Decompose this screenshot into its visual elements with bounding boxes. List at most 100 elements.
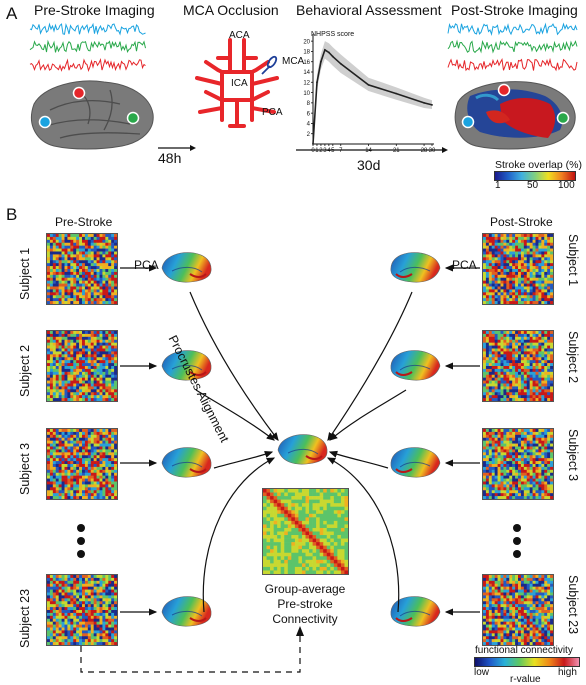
pre-stroke-brain-image	[31, 80, 154, 150]
right-embedding-brain-3	[390, 447, 441, 478]
green-roi-dot	[126, 111, 140, 125]
x-tick-label: 2	[319, 148, 323, 154]
x-tick-label: 4	[327, 148, 331, 154]
panel-a-letter: A	[6, 4, 18, 23]
right-subject-2-label: Subject 2	[566, 331, 580, 384]
x-tick-label: 30	[429, 148, 436, 154]
group-average-matrix	[262, 488, 349, 575]
fc-legend-low: low	[474, 667, 490, 678]
post-stroke-matrix-subject-2	[482, 330, 554, 402]
y-tick-label: 2	[307, 132, 311, 138]
left-subject-3-label: Subject 3	[18, 442, 32, 495]
left-embedding-brain-3	[161, 447, 212, 478]
left-subject-23-label: Subject 23	[18, 588, 32, 648]
post-green-roi-dot	[556, 111, 570, 125]
stroke-overlap-mid: 50	[527, 180, 539, 191]
nhpss-point	[423, 101, 425, 104]
behavioral-assessment-title: Behavioral Assessment	[296, 2, 442, 18]
post-stroke-matrix-subject-23	[482, 574, 554, 646]
trace-green-post	[447, 39, 578, 54]
48h-label: 48h	[158, 150, 182, 166]
trace-blue-pre	[29, 22, 146, 36]
left-subject-1-label: Subject 1	[18, 247, 32, 300]
trace-red-post	[447, 57, 578, 72]
pre-stroke-label: Pre-Stroke	[55, 215, 113, 229]
30d-arrow	[296, 147, 448, 153]
pre-stroke-matrix-subject-2	[46, 330, 118, 402]
x-tick-label: 1	[315, 148, 319, 154]
y-tick-label: 4	[307, 122, 311, 128]
group-average-label-line-2: Pre-stroke	[277, 597, 333, 611]
y-tick-label: 6	[307, 111, 311, 117]
pca-vessel-label: PCA	[262, 107, 283, 118]
y-tick-label: 8	[307, 101, 311, 107]
pre-stroke-matrix-subject-1	[46, 233, 118, 305]
30d-label: 30d	[357, 157, 381, 173]
nhpss-point	[395, 92, 398, 95]
alignment-arrow-7	[328, 450, 389, 469]
x-tick-label: 7	[339, 148, 343, 154]
nhpss-point	[316, 81, 318, 84]
pre-stroke-imaging-title: Pre-Stroke Imaging	[34, 2, 155, 18]
post-stroke-label: Post-Stroke	[490, 215, 553, 229]
blue-roi-dot	[38, 115, 52, 129]
pre-stroke-matrix-subject-23	[46, 574, 118, 646]
x-tick-label: 21	[393, 148, 400, 154]
x-tick-label: 5	[331, 148, 335, 154]
mca-occlusion-title: MCA Occlusion	[183, 2, 279, 18]
right-subject-1-label: Subject 1	[566, 234, 580, 287]
post-red-roi-dot	[497, 83, 511, 97]
trace-blue-post	[447, 22, 578, 36]
right-subject-3-label: Subject 3	[566, 429, 580, 482]
post-stroke-matrix-subject-1	[482, 233, 554, 305]
procrustes-alignment-label: Procrustes Alignment	[165, 333, 232, 445]
stroke-overlap-colorbar	[494, 171, 576, 181]
stroke-overlap-min: 1	[495, 180, 501, 191]
left-subject-2-label: Subject 2	[18, 344, 32, 397]
mca-label: MCA	[282, 56, 305, 67]
chart-ylabel: NHPSS score	[311, 31, 355, 38]
trace-red-pre	[29, 57, 146, 72]
group-average-label-line-3: Connectivity	[272, 612, 338, 626]
trace-green-pre	[29, 39, 146, 53]
alignment-arrow-3	[213, 451, 274, 469]
panel-b-letter: B	[6, 205, 18, 224]
fc-legend-axis: r-value	[510, 674, 541, 685]
group-average-label-line-1: Group-average	[264, 582, 346, 596]
x-tick-label: 3	[323, 148, 327, 154]
right-ellipsis-dots	[513, 524, 521, 558]
post-stroke-brain-image	[454, 81, 576, 150]
left-embedding-brain-1	[161, 252, 212, 283]
left-embedding-brain-4	[161, 596, 212, 627]
y-tick-label: 10	[303, 91, 310, 97]
pca-left-label: PCA	[134, 258, 159, 272]
right-embedding-brain-2	[390, 350, 441, 381]
fc-legend-high: high	[558, 667, 577, 678]
aligned-template-brain	[277, 434, 328, 465]
ica-label: ICA	[231, 78, 248, 89]
alignment-arrow-6	[329, 389, 407, 441]
aca-label: ACA	[229, 30, 250, 41]
nhpss-point	[431, 104, 433, 106]
right-subject-23-label: Subject 23	[566, 575, 580, 635]
post-stroke-imaging-title: Post-Stroke Imaging	[451, 2, 578, 18]
post-blue-roi-dot	[461, 115, 475, 129]
nhpss-point	[367, 83, 370, 86]
pre-stroke-matrix-subject-3	[46, 428, 118, 500]
stroke-overlap-legend-title: Stroke overlap (%)	[495, 159, 582, 171]
pca-right-label: PCA	[452, 258, 477, 272]
right-embedding-brain-1	[390, 252, 441, 283]
fmri-time-series-traces	[29, 22, 578, 72]
fc-colorbar	[474, 657, 580, 667]
x-tick-label: 0	[311, 148, 315, 154]
red-roi-dot	[72, 86, 86, 100]
x-tick-label: 14	[365, 148, 372, 154]
alignment-arrow-5	[327, 291, 413, 441]
right-embedding-brain-4	[390, 596, 441, 627]
nhpss-point	[312, 143, 314, 145]
alignment-arrow-1	[189, 291, 279, 441]
x-tick-label: 28	[421, 148, 428, 154]
post-stroke-matrix-subject-3	[482, 428, 554, 500]
stroke-overlap-max: 100	[558, 180, 575, 191]
left-ellipsis-dots	[77, 524, 85, 558]
